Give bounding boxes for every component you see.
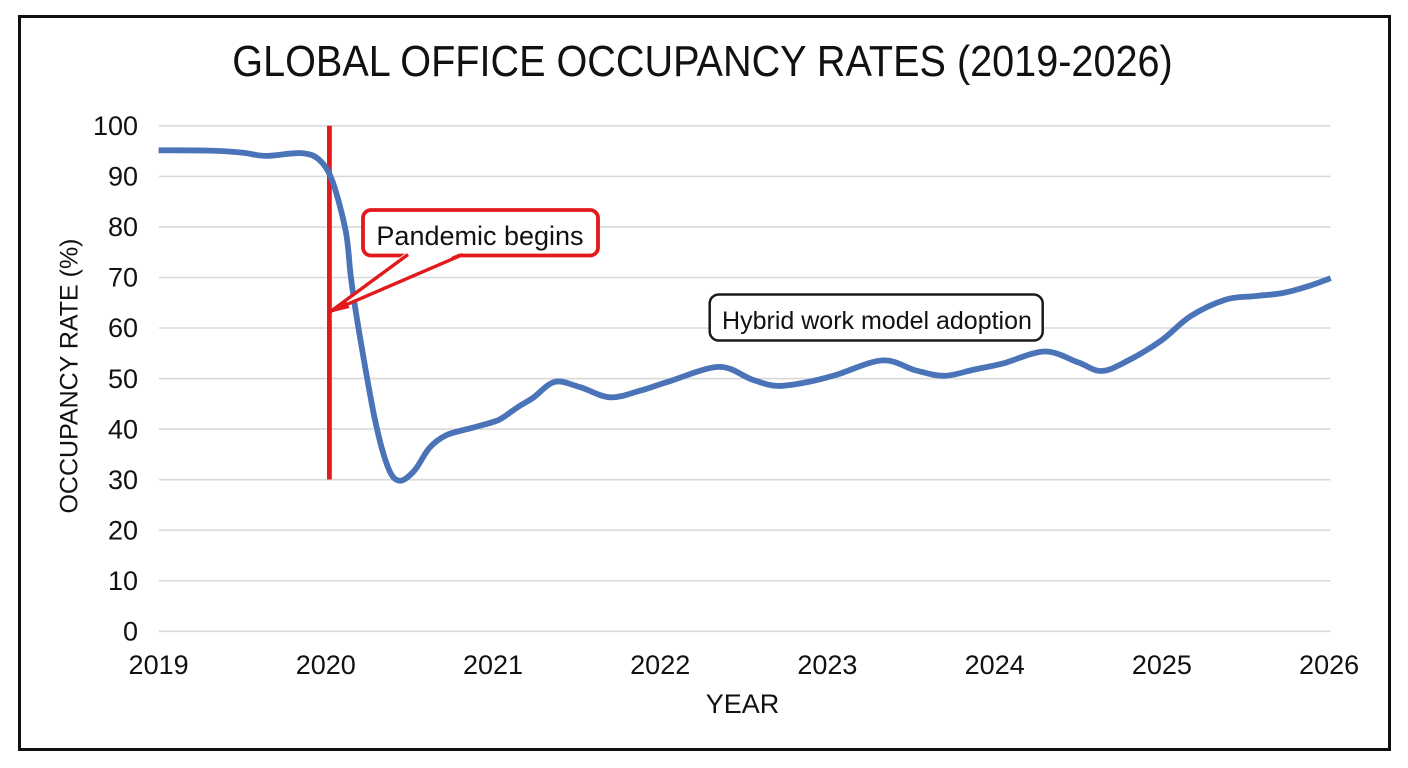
svg-text:YEAR: YEAR: [706, 689, 780, 719]
svg-text:0: 0: [123, 617, 138, 647]
svg-text:40: 40: [108, 414, 138, 444]
svg-text:70: 70: [108, 263, 138, 293]
svg-text:10: 10: [108, 566, 138, 596]
svg-text:Pandemic begins: Pandemic begins: [376, 221, 583, 251]
svg-text:Hybrid work model adoption: Hybrid work model adoption: [722, 307, 1032, 335]
svg-text:50: 50: [108, 364, 138, 394]
svg-text:100: 100: [93, 111, 138, 141]
svg-text:2021: 2021: [463, 650, 523, 680]
svg-text:30: 30: [108, 465, 138, 495]
svg-text:2025: 2025: [1132, 650, 1192, 680]
svg-text:60: 60: [108, 313, 138, 343]
svg-text:2026: 2026: [1299, 650, 1359, 680]
svg-text:90: 90: [108, 162, 138, 192]
svg-text:2020: 2020: [296, 650, 356, 680]
svg-text:2019: 2019: [129, 650, 189, 680]
svg-text:2023: 2023: [797, 650, 857, 680]
svg-text:OCCUPANCY RATE (%): OCCUPANCY RATE (%): [56, 238, 84, 513]
svg-text:20: 20: [108, 515, 138, 545]
svg-text:80: 80: [108, 212, 138, 242]
svg-text:2022: 2022: [630, 650, 690, 680]
svg-text:2024: 2024: [965, 650, 1025, 680]
